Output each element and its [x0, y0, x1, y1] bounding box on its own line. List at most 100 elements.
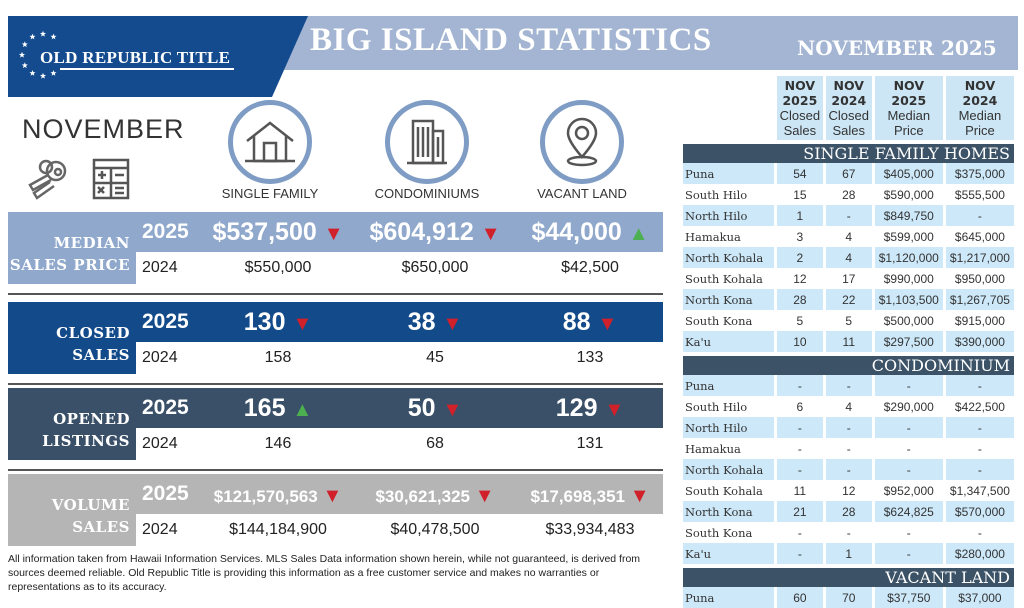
section-label: CLOSED SALES — [8, 302, 136, 374]
current-value: 50 ▼ — [407, 394, 463, 422]
current-value: 130 ▼ — [243, 308, 313, 336]
cell: - — [874, 417, 943, 438]
district-name: Ka'u — [683, 543, 774, 564]
cell: 60 — [776, 587, 823, 608]
prior-value: $144,184,900 — [229, 521, 327, 538]
trend-down-icon: ▼ — [604, 399, 625, 421]
category-label-vacant-land: VACANT LAND — [537, 186, 627, 201]
cell: 67 — [825, 163, 872, 184]
cell: $405,000 — [874, 163, 943, 184]
district-name: North Kona — [683, 289, 774, 310]
district-name: South Kona — [685, 313, 753, 328]
cell: $375,000 — [945, 163, 1014, 184]
district-name: Puna — [683, 375, 774, 396]
district-name: North Hilo — [683, 205, 774, 226]
trend-up-icon: ▲ — [628, 223, 649, 245]
disclaimer: All information taken from Hawaii Inform… — [8, 553, 641, 593]
cell: $1,347,500 — [949, 483, 1010, 498]
section-label: MEDIAN SALES PRICE — [8, 212, 136, 284]
cell: $1,267,705 — [945, 289, 1014, 310]
group-header: VACANT LAND — [683, 564, 1014, 587]
cell: - — [797, 525, 802, 540]
year-label: 2025 — [142, 482, 189, 505]
cell: 28 — [776, 289, 823, 310]
cell: - — [825, 459, 872, 480]
prior-year-row: 2024 $144,184,900 $40,478,500 $33,934,483 — [136, 514, 663, 546]
cell: - — [874, 375, 943, 396]
table-row: North Kohala 2 4 $1,120,000 $1,217,000 — [683, 247, 1014, 268]
stat-section: VOLUME SALES 2025 $121,570,563 ▼ $30,621,32… — [8, 474, 663, 546]
year-label: 2024 — [142, 521, 178, 538]
cell: 15 — [793, 187, 807, 202]
section-label: VOLUME SALES — [8, 474, 136, 546]
prior-value: $550,000 — [244, 259, 312, 276]
star-icon — [29, 69, 36, 76]
star-icon — [21, 41, 28, 48]
trend-down-icon: ▼ — [480, 223, 501, 245]
cell: $555,500 — [954, 187, 1005, 202]
cell: 2 — [776, 247, 823, 268]
column-header: NOV 2024 Closed Sales — [825, 76, 872, 140]
table-row: North Kona 28 22 $1,103,500 $1,267,705 — [683, 289, 1014, 310]
building-icon — [385, 100, 469, 184]
cell: 10 — [776, 331, 823, 352]
district-name: South Kohala — [685, 271, 763, 286]
cell: 6 — [796, 399, 804, 414]
cell: $1,217,000 — [945, 247, 1014, 268]
cell: - — [945, 375, 1014, 396]
table-row: Hamakua 3 4 $599,000 $645,000 — [683, 226, 1014, 247]
cell: - — [776, 375, 823, 396]
prior-value: $33,934,483 — [545, 521, 635, 538]
cell: 12 — [842, 483, 856, 498]
prior-value: 68 — [426, 435, 444, 452]
district-name: Puna — [683, 587, 774, 608]
cell: 11 — [793, 483, 807, 498]
cell: $624,825 — [874, 501, 943, 522]
cell: $915,000 — [954, 313, 1005, 328]
logo-banner — [8, 16, 308, 97]
table-row: South Kona 5 5 $500,000 $915,000 — [683, 310, 1014, 331]
category-label-single-family: SINGLE FAMILY — [221, 186, 319, 201]
cell: 5 — [796, 313, 804, 328]
trend-down-icon: ▼ — [323, 223, 344, 245]
stars-icon — [18, 30, 57, 79]
trend-up-icon: ▲ — [292, 399, 313, 421]
table-header: NOV 2025 Closed Sales NOV 2024 Closed Sales NOV 2… — [683, 76, 1014, 140]
group-header: SINGLE FAMILY HOMES — [683, 140, 1014, 163]
current-value: $44,000 ▲ — [531, 218, 649, 246]
star-icon — [50, 69, 57, 76]
cell: 3 — [796, 229, 804, 244]
cell: 70 — [825, 587, 872, 608]
section-label: OPENED LISTINGS — [8, 388, 136, 460]
cell: 22 — [825, 289, 872, 310]
current-year-row: 2025 $537,500 ▼ $604,912 ▼ $44,000 ▲ — [136, 212, 663, 252]
cell: - — [825, 205, 872, 226]
cell: $500,000 — [883, 313, 934, 328]
cell: - — [945, 205, 1014, 226]
district-name: North Kohala — [683, 459, 774, 480]
current-value: $30,621,325 ▼ — [375, 485, 495, 507]
prior-value: 131 — [576, 435, 604, 452]
cell: - — [977, 441, 982, 456]
district-name: North Kohala — [683, 247, 774, 268]
divider — [8, 293, 663, 295]
cell: - — [874, 543, 943, 564]
cell: $849,750 — [874, 205, 943, 226]
table-row: Puna 60 70 $37,750 $37,000 — [683, 587, 1014, 608]
table-row: South Kohala 12 17 $990,000 $950,000 — [683, 268, 1014, 289]
current-value: 165 ▲ — [243, 394, 313, 422]
year-label: 2025 — [142, 396, 189, 419]
table-row: North Hilo - - - - — [683, 417, 1014, 438]
district-name: South Hilo — [685, 399, 748, 414]
cell: 28 — [825, 501, 872, 522]
table-row: South Hilo 15 28 $590,000 $555,500 — [683, 184, 1014, 205]
star-icon — [29, 33, 36, 40]
cell: $290,000 — [883, 399, 934, 414]
table-row: South Hilo 6 4 $290,000 $422,500 — [683, 396, 1014, 417]
prior-value: $42,500 — [561, 259, 619, 276]
current-year-row: 2025 130 ▼ 38 ▼ 88 ▼ — [136, 302, 663, 342]
cell: $1,103,500 — [874, 289, 943, 310]
cell: $422,500 — [954, 399, 1005, 414]
prior-year-row: 2024 158 45 133 — [136, 342, 663, 374]
year-label: 2025 — [142, 310, 189, 333]
